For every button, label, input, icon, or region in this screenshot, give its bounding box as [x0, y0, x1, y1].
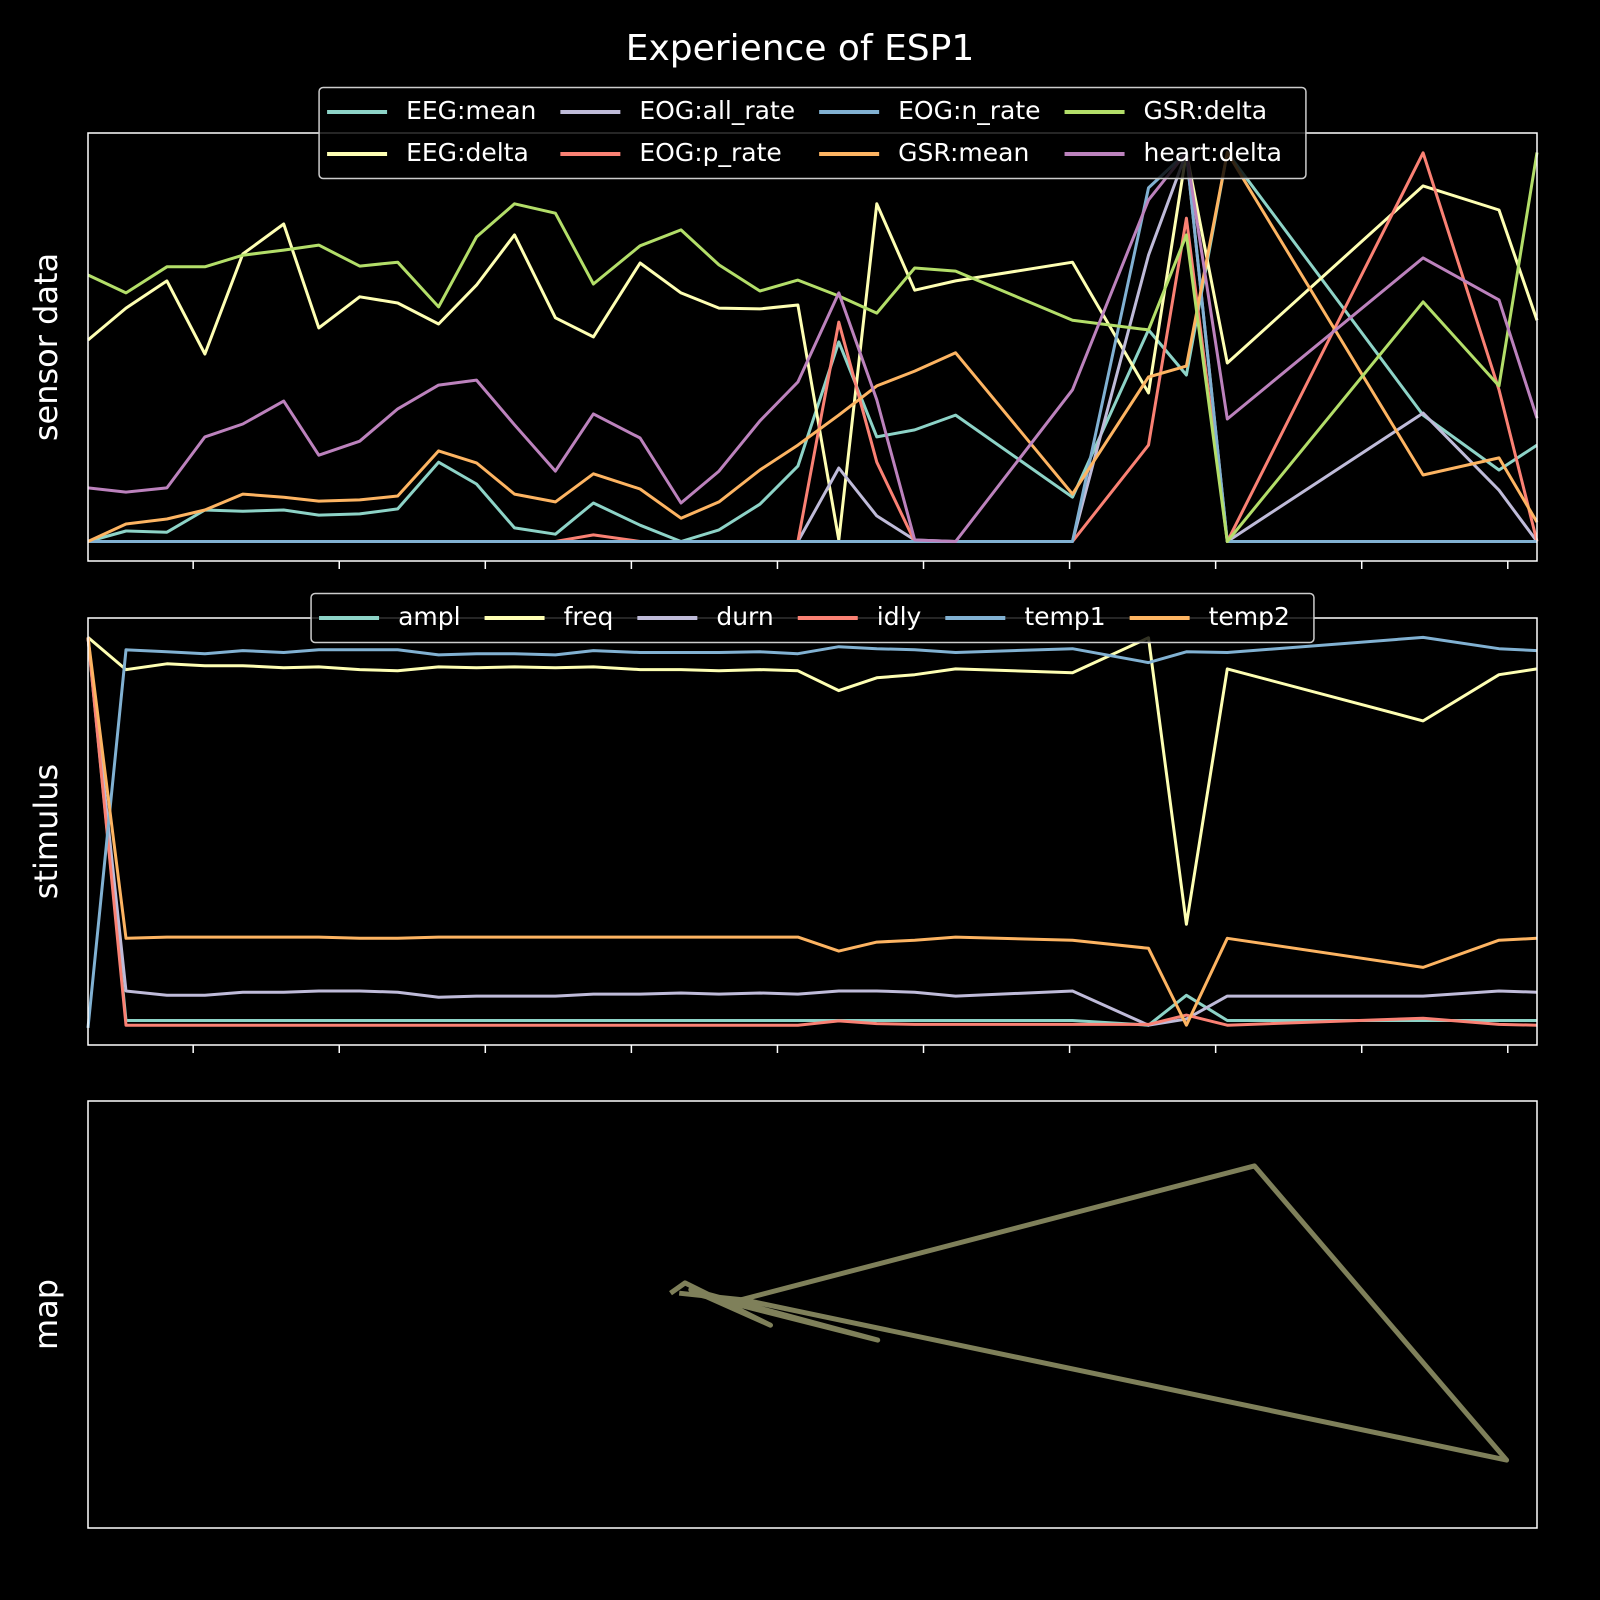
series-line [86, 637, 1538, 1027]
legend-label: EOG:p_rate [639, 138, 781, 167]
series-line [87, 636, 1538, 926]
figure-title: Experience of ESP1 [626, 28, 975, 69]
series-line [669, 1163, 1510, 1463]
subplot: stimulus [27, 617, 1538, 1053]
legend: ampl freq durn idly temp1 temp2 [310, 592, 1315, 644]
subplot: map [27, 1100, 1538, 1529]
legend-label: EEG:delta [406, 138, 529, 167]
legend-label: temp1 [1024, 602, 1105, 631]
legend-label: GSR:mean [898, 138, 1029, 167]
legend-label: freq [564, 602, 614, 631]
series-line [88, 151, 1537, 543]
legend-label: idly [877, 602, 922, 631]
legend-label: EOG:all_rate [639, 96, 795, 125]
legend: EEG:mean EEG:delta EOG:all_rate EOG:p_rate E… [318, 86, 1307, 180]
series-line [87, 151, 1539, 543]
series-line [87, 151, 1539, 542]
legend-label: EEG:mean [406, 96, 536, 125]
legend-label: heart:delta [1144, 138, 1282, 167]
series-line [86, 635, 1538, 1029]
series-line [87, 151, 1539, 543]
y-axis-label: sensor data [27, 253, 65, 441]
series-line [86, 637, 1538, 1027]
y-axis-label: stimulus [27, 764, 65, 899]
legend-label: EOG:n_rate [898, 96, 1040, 125]
series-line [87, 152, 1539, 543]
legend-label: ampl [398, 602, 461, 631]
axes-frame [87, 1100, 1538, 1529]
legend-label: durn [716, 602, 773, 631]
series-line [87, 151, 1538, 543]
y-axis-label: map [27, 1279, 65, 1350]
series-line [86, 637, 1537, 1027]
legend-label: temp2 [1209, 602, 1290, 631]
legend-label: GSR:delta [1144, 96, 1268, 125]
